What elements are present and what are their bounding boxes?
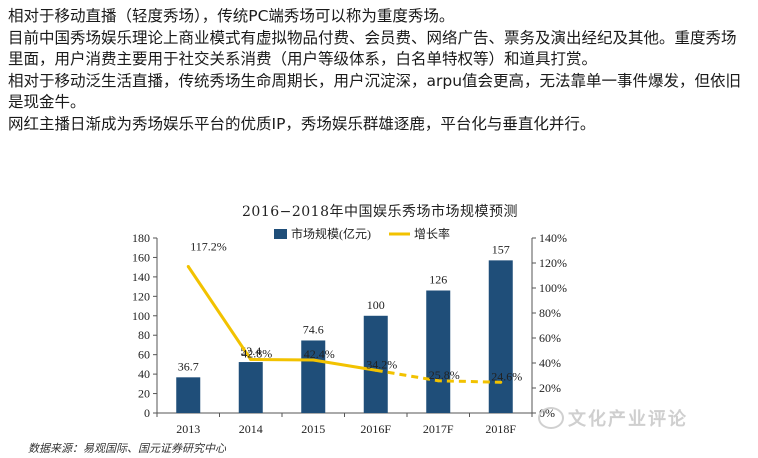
x-tick-label: 2016F	[360, 422, 391, 436]
growth-value-label: 34.2%	[366, 357, 397, 371]
bar	[176, 377, 201, 413]
bullet-item: 网红主播日渐成为秀场娱乐平台的优质IP，秀场娱乐群雄逐鹿，平台化与垂直化并行。	[8, 114, 596, 133]
growth-point	[374, 368, 378, 372]
x-tick-label: 2015	[301, 422, 325, 436]
bullet-item: 相对于移动泛生活直播，传统秀场生命周期长，用户沉淀深，arpu值会更高，无法靠单…	[8, 71, 742, 112]
growth-point	[436, 379, 440, 383]
y-right-tick-label: 20%	[539, 381, 561, 395]
bar-value-label: 157	[492, 242, 510, 256]
source-note: 数据来源：易观国际、国元证券研究中心	[28, 442, 226, 455]
watermark-text: 文化产业评论	[568, 409, 688, 430]
y-left-tick-label: 100	[132, 309, 150, 323]
growth-point	[249, 358, 253, 361]
y-left-tick-label: 80	[138, 328, 150, 342]
y-left-tick-label: 140	[132, 270, 150, 284]
legend-bar-label: 市场规模(亿元)	[291, 226, 371, 241]
legend-bar-swatch	[274, 229, 287, 239]
growth-point	[499, 380, 503, 384]
growth-line	[187, 265, 376, 372]
bar	[301, 340, 326, 413]
y-left-tick-label: 20	[138, 387, 150, 401]
bar-value-label: 74.6	[303, 322, 324, 336]
growth-point	[186, 265, 190, 268]
y-left-tick-label: 40	[138, 367, 150, 381]
bullet-list: 相对于移动直播（轻度秀场），传统PC端秀场可以称为重度秀场。 目前中国秀场娱乐理…	[8, 6, 750, 135]
y-left-tick-label: 120	[132, 289, 150, 303]
bar	[238, 362, 263, 413]
watermark: 文化产业评论	[538, 404, 688, 432]
bar-value-label: 100	[367, 298, 385, 312]
x-tick-label: 2018F	[485, 422, 516, 436]
growth-value-label: 117.2%	[190, 240, 227, 254]
y-right-tick-label: 120%	[539, 256, 567, 270]
growth-point	[311, 358, 315, 362]
y-left-tick-label: 160	[132, 250, 150, 264]
bullet-item: 相对于移动直播（轻度秀场），传统PC端秀场可以称为重度秀场。	[8, 7, 455, 25]
bar	[363, 315, 388, 413]
wechat-icon	[538, 407, 564, 429]
y-right-tick-label: 100%	[539, 281, 567, 295]
bar	[426, 290, 451, 413]
bar-value-label: 52.4	[240, 344, 261, 358]
x-tick-label: 2013	[176, 422, 200, 436]
x-tick-label: 2014	[239, 422, 263, 436]
growth-value-label: 25.8%	[429, 368, 460, 382]
y-left-tick-label: 0	[144, 406, 150, 420]
growth-value-label: 42.4%	[304, 347, 335, 361]
bar-value-label: 36.7	[178, 359, 199, 373]
y-right-tick-label: 40%	[539, 356, 561, 370]
y-right-tick-label: 140%	[539, 231, 567, 245]
growth-value-label: 24.6%	[491, 369, 522, 383]
bar-value-label: 126	[429, 273, 447, 287]
x-tick-label: 2017F	[423, 422, 454, 436]
legend-line-label: 增长率	[414, 226, 450, 241]
y-left-tick-label: 60	[138, 348, 150, 362]
chart-title: 2016−2018年中国娱乐秀场市场规模预测	[242, 204, 518, 220]
y-right-tick-label: 60%	[539, 331, 561, 345]
growth-value-label: 42.8%	[241, 347, 272, 361]
bullet-item: 目前中国秀场娱乐理论上商业模式有虚拟物品付费、会员费、网络广告、票务及演出经纪及…	[8, 28, 737, 69]
bar	[488, 260, 513, 413]
y-left-tick-label: 180	[132, 231, 150, 245]
y-right-tick-label: 80%	[539, 306, 561, 320]
